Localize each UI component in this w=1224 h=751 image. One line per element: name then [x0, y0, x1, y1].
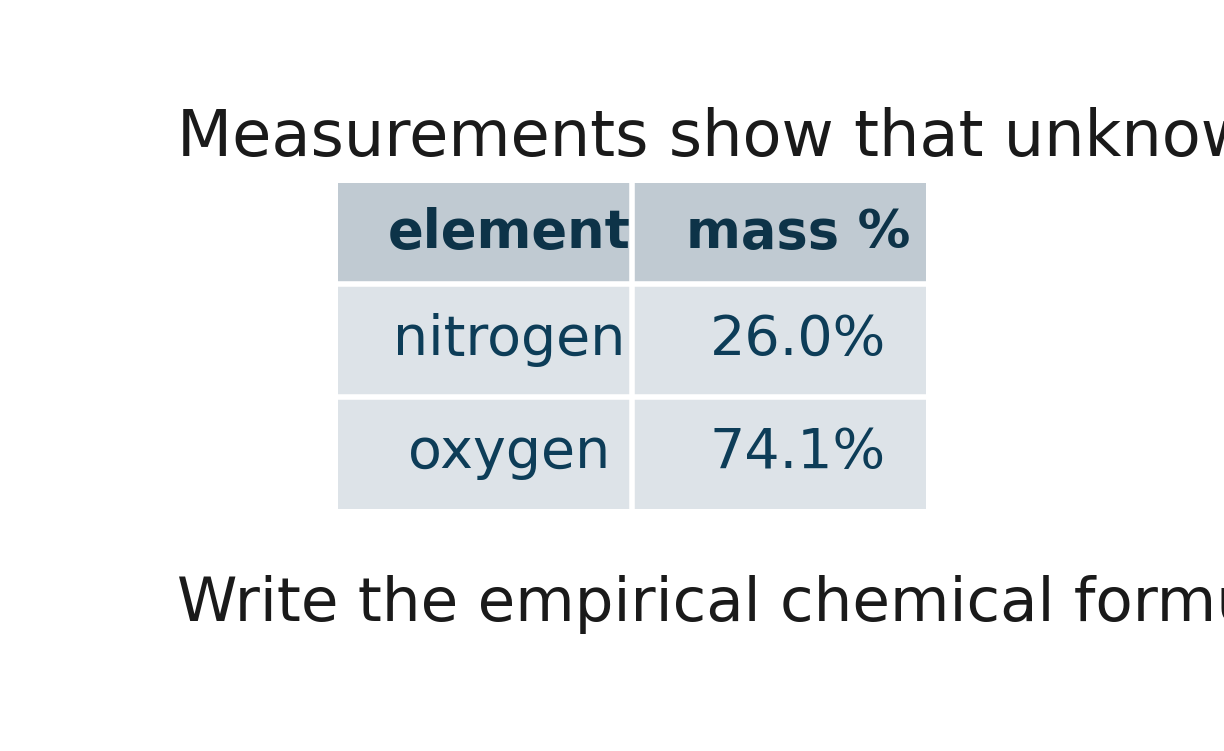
Text: 26.0%: 26.0%: [710, 313, 886, 367]
Text: oxygen: oxygen: [408, 426, 610, 480]
Text: Measurements show that unknown co: Measurements show that unknown co: [176, 107, 1224, 170]
Text: 74.1%: 74.1%: [710, 426, 886, 480]
Text: element: element: [387, 207, 630, 259]
Text: nitrogen: nitrogen: [393, 313, 625, 367]
Text: Write the empirical chemical formula: Write the empirical chemical formula: [176, 575, 1224, 634]
Text: mass %: mass %: [685, 207, 911, 259]
